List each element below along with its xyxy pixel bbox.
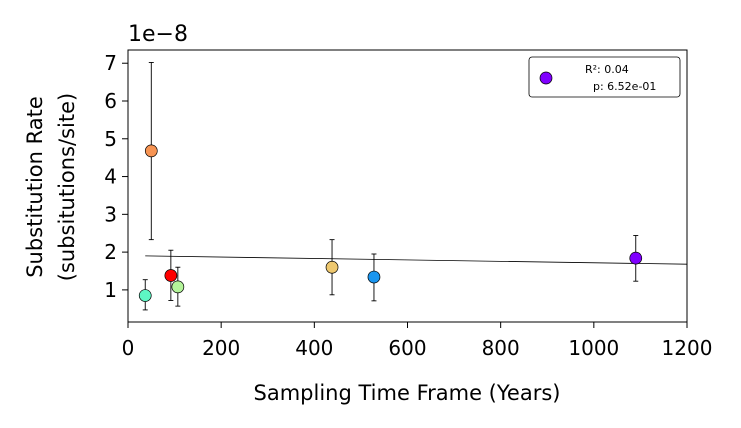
- regression-line-group: [145, 255, 688, 265]
- y-offset-text: 1e−8: [128, 22, 188, 47]
- x-tick-label: 400: [295, 336, 333, 360]
- x-tick-label: 800: [482, 336, 520, 360]
- regression-line: [145, 255, 688, 265]
- data-point: [171, 280, 185, 294]
- y-axis: 1 2 3 4 5 6 7: [104, 51, 128, 302]
- legend-pvalue: p: 6.52e-01: [593, 80, 656, 93]
- legend-marker: [539, 71, 553, 85]
- x-tick-label: 600: [388, 336, 426, 360]
- data-point: [164, 269, 178, 282]
- x-tick-label: 1200: [662, 336, 713, 360]
- y-tick-label: 4: [104, 165, 117, 189]
- legend-box: [528, 56, 681, 98]
- y-tick-label: 7: [104, 51, 117, 75]
- y-axis-label-line2: (subsitutions/site): [55, 93, 79, 281]
- y-tick-label: 5: [104, 127, 117, 151]
- y-tick-label: 1: [104, 278, 117, 302]
- data-point: [144, 144, 158, 158]
- x-tick-label: 1000: [568, 336, 619, 360]
- legend-r2: R²: 0.04: [585, 63, 629, 76]
- x-tick-label: 0: [122, 336, 135, 360]
- x-axis: 0 200 400 600 800 1000 1200: [122, 322, 713, 360]
- error-bars: [142, 62, 639, 311]
- legend: R²: 0.04 p: 6.52e-01: [528, 56, 681, 98]
- data-point: [325, 260, 339, 274]
- y-axis-label-line1: Substitution Rate: [23, 96, 47, 278]
- data-point: [367, 270, 381, 284]
- x-tick-label: 200: [202, 336, 240, 360]
- y-tick-label: 6: [104, 89, 117, 113]
- data-points: [138, 144, 643, 302]
- data-point: [138, 289, 152, 302]
- x-axis-label: Sampling Time Frame (Years): [254, 381, 561, 405]
- data-point: [629, 251, 643, 265]
- y-tick-label: 2: [104, 240, 117, 264]
- y-tick-label: 3: [104, 202, 117, 226]
